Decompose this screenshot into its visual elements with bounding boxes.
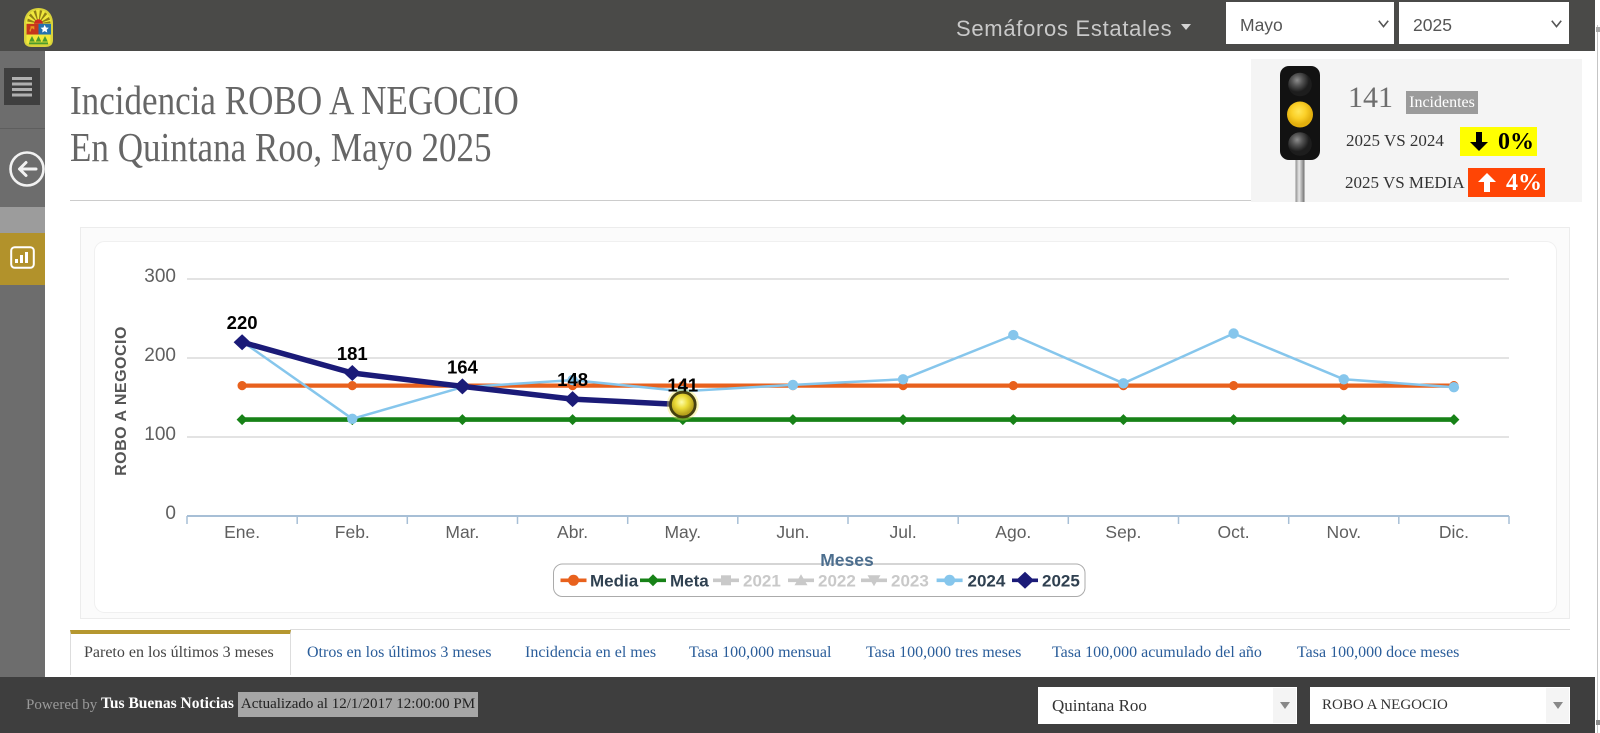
svg-text:Oct.: Oct. <box>1218 522 1250 542</box>
svg-text:May.: May. <box>664 522 701 542</box>
svg-text:Jun.: Jun. <box>776 522 809 542</box>
svg-text:141: 141 <box>667 375 698 396</box>
svg-text:148: 148 <box>557 369 588 390</box>
svg-text:200: 200 <box>144 345 176 366</box>
svg-text:181: 181 <box>337 343 368 364</box>
svg-text:Sep.: Sep. <box>1105 522 1141 542</box>
svg-text:2021: 2021 <box>743 571 781 590</box>
svg-text:220: 220 <box>227 312 258 333</box>
svg-text:Dic.: Dic. <box>1439 522 1469 542</box>
svg-text:Jul.: Jul. <box>889 522 916 542</box>
svg-text:Ene.: Ene. <box>224 522 260 542</box>
svg-text:100: 100 <box>144 424 176 445</box>
svg-text:Mar.: Mar. <box>445 522 479 542</box>
svg-text:Meses: Meses <box>820 550 874 570</box>
svg-text:Meta: Meta <box>670 571 709 590</box>
svg-text:0: 0 <box>165 503 176 524</box>
svg-text:2025: 2025 <box>1042 571 1080 590</box>
svg-text:Feb.: Feb. <box>335 522 370 542</box>
svg-text:2022: 2022 <box>818 571 856 590</box>
svg-text:Abr.: Abr. <box>557 522 588 542</box>
svg-text:164: 164 <box>447 356 479 377</box>
svg-text:2024: 2024 <box>968 571 1006 590</box>
svg-text:ROBO A NEGOCIO: ROBO A NEGOCIO <box>113 326 130 476</box>
svg-text:Nov.: Nov. <box>1326 522 1361 542</box>
svg-text:Media: Media <box>590 571 639 590</box>
svg-text:2023: 2023 <box>891 571 929 590</box>
svg-text:Ago.: Ago. <box>995 522 1031 542</box>
svg-text:300: 300 <box>144 266 176 287</box>
